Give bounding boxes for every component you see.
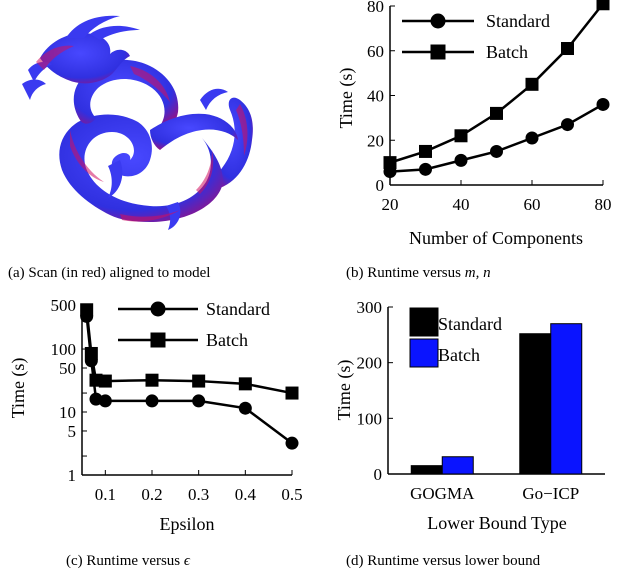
- chart-d-legend-label: Batch: [438, 345, 480, 365]
- chart-b-xtick-label: 20: [382, 195, 399, 214]
- chart-b-point-batch: [596, 0, 610, 11]
- chart-c-point-batch: [192, 374, 206, 388]
- chart-c-point-batch: [84, 346, 98, 360]
- chart-b-xlabel: Number of Components: [409, 228, 583, 248]
- chart-b-ylabel: Time (s): [336, 68, 357, 129]
- chart-b-point-standard: [454, 153, 468, 167]
- chart-c-point-standard: [145, 394, 159, 408]
- chart-b-point-batch: [419, 144, 432, 158]
- chart-c-ytick-label: 1: [68, 466, 77, 485]
- chart-b-legend-label: Batch: [486, 42, 528, 62]
- caption-d: (d) Runtime versus lower bound: [346, 553, 541, 569]
- chart-d-legend-swatch: [409, 338, 439, 368]
- caption-b: (b) Runtime versus m, n: [346, 265, 491, 281]
- chart-c-point-standard: [285, 436, 299, 450]
- chart-b-ytick-label: 40: [367, 87, 384, 106]
- chart-d-ytick-label: 0: [374, 465, 383, 484]
- chart-b-xtick-label: 60: [524, 195, 541, 214]
- chart-b-legend-marker: [430, 44, 446, 60]
- chart-c-ytick-label: 500: [51, 296, 77, 315]
- dragon-image: [22, 15, 253, 230]
- chart-c-ytick-label: 50: [59, 359, 76, 378]
- chart-c-axes: [81, 305, 292, 476]
- chart-c-ylabel: Time (s): [8, 358, 29, 419]
- chart-d-ylabel: Time (s): [334, 360, 355, 421]
- chart-b-point-batch: [525, 77, 539, 91]
- chart-c-ytick-label: 100: [51, 340, 77, 359]
- chart-d-legend-label: Standard: [438, 314, 502, 334]
- chart-b-point-standard: [525, 131, 539, 145]
- chart-c-point-batch: [80, 303, 94, 317]
- chart-b-point-batch: [490, 106, 503, 120]
- chart-c-xtick-label: 0.5: [281, 485, 302, 504]
- chart-c-point-standard: [238, 401, 252, 415]
- chart-c-legend-marker: [150, 301, 166, 317]
- chart-c-point-batch: [145, 373, 159, 387]
- chart-c-xtick-label: 0.3: [188, 485, 209, 504]
- chart-c-point-standard: [98, 394, 112, 408]
- chart-b-point-batch: [561, 42, 574, 56]
- chart-d-bar-batch: [550, 323, 583, 475]
- chart-b-xtick-label: 80: [595, 195, 612, 214]
- chart-b-point-standard: [596, 97, 610, 111]
- chart-b-point-batch: [383, 156, 397, 170]
- chart-c-ytick-label: 5: [68, 422, 77, 441]
- chart-b-point-standard: [419, 162, 432, 176]
- chart-b-axes: [389, 6, 603, 186]
- chart-b-xtick-label: 40: [453, 195, 470, 214]
- chart-c-xtick-label: 0.1: [95, 485, 116, 504]
- chart-d-ytick-label: 300: [357, 298, 383, 317]
- chart-b-ytick-label: 60: [367, 42, 384, 61]
- chart-d-legend-swatch: [409, 307, 439, 337]
- chart-c-legend-marker: [150, 332, 166, 348]
- chart-d-xtick-label: Go−ICP: [522, 484, 579, 503]
- chart-c-point-batch: [285, 386, 299, 400]
- chart-b-point-batch: [454, 129, 468, 143]
- chart-c-point-standard: [192, 394, 206, 408]
- chart-c-xtick-label: 0.2: [141, 485, 162, 504]
- chart-d-bar-standard: [410, 465, 443, 475]
- chart-d-xtick-label: GOGMA: [410, 484, 475, 503]
- chart-d: 0 100 200 300 GOGMA Go−ICP Standard Batch Low…: [334, 298, 605, 533]
- chart-c-xtick-label: 0.4: [235, 485, 257, 504]
- chart-b-legend-label: Standard: [486, 11, 550, 31]
- chart-c-point-batch: [98, 374, 112, 388]
- chart-d-ytick-label: 100: [357, 409, 383, 428]
- chart-b-legend-marker: [430, 13, 446, 29]
- caption-c: (c) Runtime versus ϵ: [66, 553, 191, 569]
- chart-d-xlabel: Lower Bound Type: [427, 513, 566, 533]
- chart-b-ytick-label: 0: [376, 176, 385, 195]
- chart-b-point-standard: [490, 144, 503, 158]
- chart-d-bar-batch: [441, 456, 474, 475]
- chart-b-ytick-label: 20: [367, 131, 384, 150]
- chart-c-point-batch: [238, 377, 252, 391]
- chart-c-legend-label: Batch: [206, 330, 248, 350]
- chart-c-xlabel: Epsilon: [159, 514, 214, 534]
- chart-b-ytick-label: 80: [367, 0, 384, 16]
- caption-a: (a) Scan (in red) aligned to model: [8, 265, 210, 281]
- chart-c-series-line-batch: [85, 309, 293, 395]
- chart-b-point-standard: [561, 118, 574, 132]
- chart-c-legend-label: Standard: [206, 299, 270, 319]
- chart-c-ytick-label: 10: [59, 403, 76, 422]
- chart-d-ytick-label: 200: [357, 354, 383, 373]
- chart-d-bar-standard: [519, 333, 552, 475]
